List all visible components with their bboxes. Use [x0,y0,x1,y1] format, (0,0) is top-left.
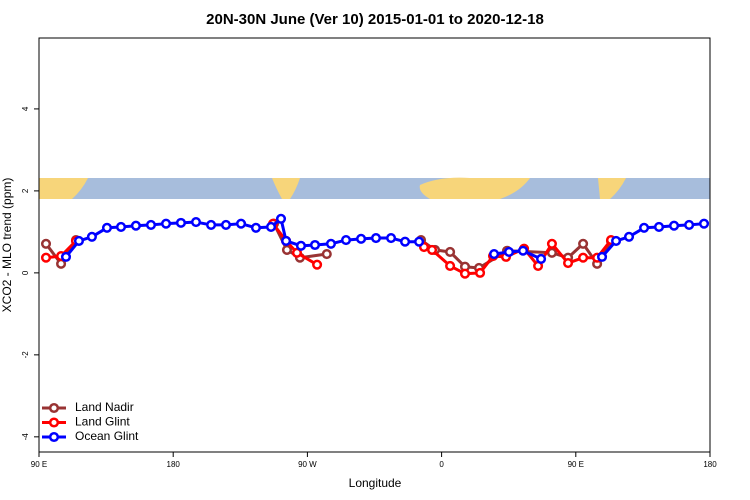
data-point [546,247,557,258]
data-point [295,240,307,251]
data-point [400,236,411,247]
data-point [611,235,622,246]
data-point [309,239,321,251]
data-point [459,268,471,279]
data-point [562,257,574,269]
data-point [60,251,72,262]
legend-label: Ocean Glint [75,429,139,443]
data-point [356,233,367,244]
data-point [669,220,680,231]
data-point [265,221,277,233]
data-point [190,216,202,228]
x-tick-label: 90 E [568,460,584,469]
data-point [86,231,97,242]
data-point [653,221,665,233]
data-point [130,220,141,231]
data-point [220,219,232,230]
plot-frame [38,37,711,453]
y-tick-label: -2 [21,351,30,359]
data-point [596,251,608,262]
legend-label: Land Glint [75,415,130,429]
legend-marker [48,417,60,428]
data-point [250,222,262,233]
data-point [489,248,500,260]
x-tick-label: 90 W [298,460,317,469]
data-point [145,219,157,230]
data-point [40,238,52,249]
map-ocean [39,178,710,199]
y-tick-label: -4 [21,433,30,441]
data-point [445,260,456,271]
data-point [536,253,547,264]
data-point [206,219,217,230]
x-tick-label: 180 [703,460,717,469]
map-land [598,178,626,199]
data-point [623,231,635,242]
data-point [73,235,85,246]
data-point [578,238,589,249]
data-point [101,222,113,233]
data-point [175,217,187,228]
data-point [546,238,557,249]
data-point [275,213,287,224]
map-band [39,177,710,199]
data-point [698,218,710,229]
data-point [340,235,352,246]
data-point [325,238,337,249]
data-point [639,222,650,233]
data-point [40,252,52,263]
chart-title: 20N-30N June (Ver 10) 2015-01-01 to 2020… [206,11,544,28]
data-point [517,245,529,256]
data-point [414,236,425,247]
data-point [115,221,127,233]
x-tick-label: 0 [439,460,444,469]
y-axis-title: XCO2 - MLO trend (ppm) [0,178,14,313]
y-tick-label: 0 [21,270,30,275]
data-point [427,244,438,255]
data-point [235,218,247,229]
data-point [578,252,589,263]
data-point [281,244,293,255]
legend-label: Land Nadir [75,400,134,414]
y-tick-label: 2 [21,188,30,193]
map-land [39,178,88,199]
data-point [684,219,695,230]
legend-marker [48,431,60,443]
legend-marker [48,402,60,414]
data-point [370,232,382,244]
data-point [475,267,486,278]
x-axis-title: Longitude [349,476,402,490]
map-land [419,177,530,199]
y-tick-label: 4 [21,106,30,111]
x-tick-label: 90 E [31,460,47,469]
map-land [272,178,300,199]
data-point [291,247,303,258]
data-point [386,232,397,244]
data-point [321,248,332,260]
data-point [503,246,515,258]
x-tick-label: 180 [167,460,181,469]
data-point [160,218,172,229]
data-point [445,246,456,258]
data-point [281,235,292,246]
data-point [312,259,323,270]
